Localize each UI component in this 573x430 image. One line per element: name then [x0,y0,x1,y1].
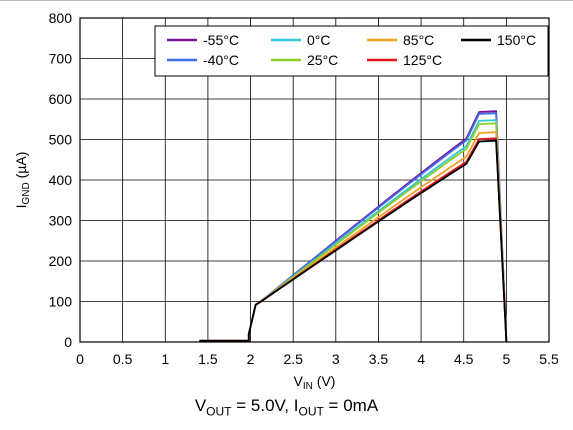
legend-label: 125°C [403,52,442,68]
y-tick-label: 200 [49,253,73,269]
y-tick-label: 100 [49,294,73,310]
series-line [199,112,508,343]
x-tick-label: 2.5 [283,351,303,367]
legend-label: 150°C [497,32,536,48]
series-line [199,139,508,343]
series-line [199,122,508,343]
legend-label: 85°C [403,32,434,48]
x-tick-label: 5.5 [539,351,559,367]
series-line [199,137,508,343]
x-tick-label: 4.5 [454,351,474,367]
y-tick-label: 400 [49,172,73,188]
y-tick-label: 0 [64,334,72,350]
legend-box [154,25,549,77]
legend-label: -40°C [203,52,239,68]
top-divider [0,0,573,1]
legend-label: 0°C [307,32,331,48]
legend-label: -55°C [203,32,239,48]
legend-label: 25°C [307,52,338,68]
y-tick-label: 800 [49,10,73,26]
x-tick-label: 5 [502,351,510,367]
y-axis-label: IGND (µA) [13,152,32,209]
x-tick-label: 1 [161,351,169,367]
x-tick-labels: 0 0.5 1 1.5 2 2.5 3 3.5 4 4.5 5 5.5 [76,351,559,367]
plot-border [79,17,550,343]
x-tick-label: 3 [332,351,340,367]
x-tick-label: 1.5 [198,351,218,367]
x-tick-label: 0.5 [113,351,133,367]
x-tick-label: 2 [247,351,255,367]
legend: -55°C -40°C 0°C 25°C 85°C 125°C 150°C [154,25,549,77]
chart-caption: VOUT = 5.0V, IOUT = 0mA [194,396,379,419]
x-tick-label: 4 [417,351,425,367]
y-tick-label: 300 [49,213,73,229]
y-tick-label: 700 [49,51,73,67]
y-tick-labels: 0 100 200 300 400 500 600 700 800 [49,10,73,350]
x-axis-label: VIN (V) [294,373,336,392]
series-lines [199,110,508,343]
x-tick-label: 0 [76,351,84,367]
x-tick-label: 3.5 [369,351,389,367]
y-tick-label: 500 [49,132,73,148]
y-tick-label: 600 [49,91,73,107]
